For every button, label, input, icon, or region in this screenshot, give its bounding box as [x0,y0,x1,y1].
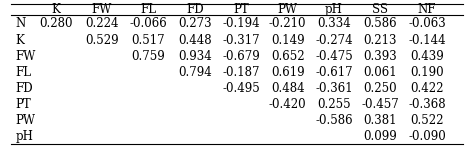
Text: -0.368: -0.368 [408,98,446,111]
Text: 0.334: 0.334 [317,17,351,30]
Text: FL: FL [16,66,32,79]
Text: -0.475: -0.475 [315,50,353,63]
Text: 0.213: 0.213 [364,34,397,46]
Text: 0.619: 0.619 [271,66,304,79]
Text: 0.255: 0.255 [317,98,351,111]
Text: FD: FD [16,82,33,95]
Text: 0.529: 0.529 [85,34,119,46]
Text: FW: FW [16,50,36,63]
Text: 0.381: 0.381 [364,114,397,127]
Text: -0.144: -0.144 [408,34,446,46]
Text: PT: PT [233,3,249,16]
Text: 0.280: 0.280 [39,17,73,30]
Text: -0.187: -0.187 [222,66,260,79]
Text: PT: PT [16,98,31,111]
Text: -0.361: -0.361 [315,82,353,95]
Text: 0.393: 0.393 [364,50,397,63]
Text: 0.224: 0.224 [85,17,119,30]
Text: -0.679: -0.679 [222,50,260,63]
Text: FL: FL [140,3,156,16]
Text: -0.063: -0.063 [408,17,446,30]
Text: 0.099: 0.099 [364,130,397,143]
Text: -0.420: -0.420 [269,98,307,111]
Text: -0.457: -0.457 [362,98,400,111]
Text: FD: FD [186,3,204,16]
Text: 0.484: 0.484 [271,82,304,95]
Text: -0.495: -0.495 [222,82,260,95]
Text: -0.066: -0.066 [129,17,167,30]
Text: 0.061: 0.061 [364,66,397,79]
Text: SS: SS [373,3,389,16]
Text: -0.090: -0.090 [408,130,446,143]
Text: -0.210: -0.210 [269,17,306,30]
Text: FW: FW [92,3,112,16]
Text: 0.422: 0.422 [410,82,444,95]
Text: K: K [16,34,24,46]
Text: -0.317: -0.317 [222,34,260,46]
Text: NF: NF [418,3,436,16]
Text: -0.194: -0.194 [222,17,260,30]
Text: 0.190: 0.190 [410,66,444,79]
Text: 0.448: 0.448 [178,34,211,46]
Text: pH: pH [16,130,33,143]
Text: -0.274: -0.274 [315,34,353,46]
Text: N: N [16,17,26,30]
Text: PW: PW [278,3,298,16]
Text: 0.759: 0.759 [132,50,165,63]
Text: -0.617: -0.617 [315,66,353,79]
Text: 0.273: 0.273 [178,17,211,30]
Text: -0.586: -0.586 [315,114,353,127]
Text: 0.439: 0.439 [410,50,444,63]
Text: K: K [51,3,60,16]
Text: 0.934: 0.934 [178,50,212,63]
Text: 0.652: 0.652 [271,50,304,63]
Text: PW: PW [16,114,36,127]
Text: 0.794: 0.794 [178,66,212,79]
Text: 0.517: 0.517 [132,34,165,46]
Text: 0.586: 0.586 [364,17,397,30]
Text: 0.522: 0.522 [410,114,444,127]
Text: pH: pH [325,3,343,16]
Text: 0.149: 0.149 [271,34,304,46]
Text: 0.250: 0.250 [364,82,397,95]
